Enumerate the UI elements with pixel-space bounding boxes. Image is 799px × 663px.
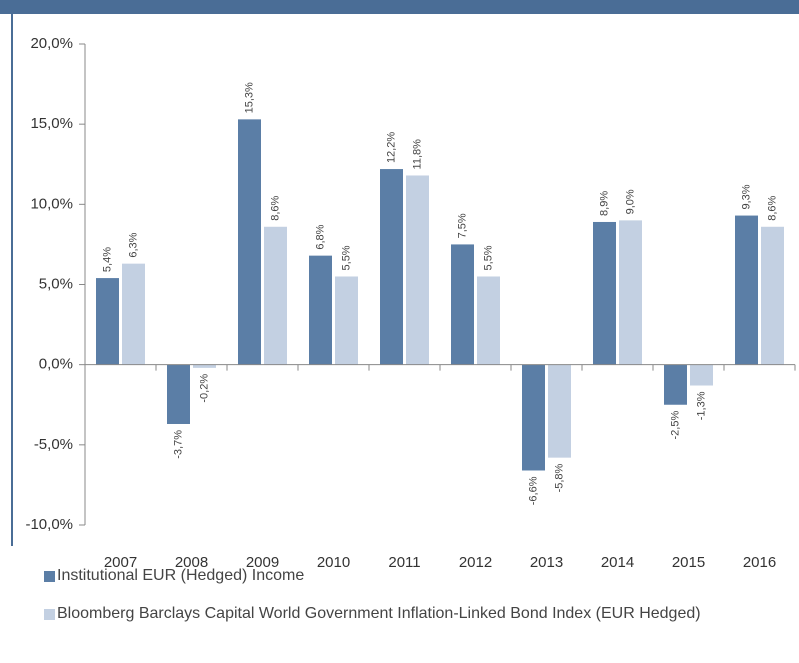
value-label: 15,3% xyxy=(243,82,255,113)
bar xyxy=(167,364,190,424)
y-tick-label: 5,0% xyxy=(39,275,73,292)
value-label: 9,3% xyxy=(740,184,752,209)
legend-item: Institutional EUR (Hedged) Income xyxy=(40,566,780,586)
bar xyxy=(238,119,261,365)
bar xyxy=(690,364,713,386)
x-tick-label: 2011 xyxy=(388,554,420,571)
value-label: 12,2% xyxy=(385,132,397,163)
value-label: 7,5% xyxy=(456,213,468,238)
x-tick-label: 2014 xyxy=(601,554,634,571)
y-tick-label: -10,0% xyxy=(25,516,73,533)
x-tick-label: 2009 xyxy=(246,554,279,571)
value-label: -5,8% xyxy=(553,463,565,492)
bar xyxy=(309,255,332,365)
bar xyxy=(193,364,216,368)
x-tick-label: 2010 xyxy=(317,554,350,571)
y-tick-label: 0,0% xyxy=(39,356,73,373)
bar xyxy=(451,244,474,365)
value-label: -0,2% xyxy=(198,374,210,403)
legend-swatch xyxy=(44,609,55,620)
bar xyxy=(96,278,119,365)
x-tick-label: 2012 xyxy=(459,554,492,571)
value-label: 5,5% xyxy=(482,245,494,270)
value-label: 5,5% xyxy=(340,245,352,270)
legend-item: Bloomberg Barclays Capital World Governm… xyxy=(40,604,780,624)
bar xyxy=(522,364,545,471)
value-label: 5,4% xyxy=(101,247,113,272)
y-tick-label: 10,0% xyxy=(30,195,73,212)
value-label: -1,3% xyxy=(695,391,707,420)
value-label: 9,0% xyxy=(624,189,636,214)
legend-label: Institutional EUR (Hedged) Income xyxy=(57,567,305,584)
bar xyxy=(761,226,784,365)
top-border xyxy=(0,0,799,14)
value-label: 8,6% xyxy=(766,195,778,220)
value-label: 6,3% xyxy=(127,232,139,257)
y-tick-label: 15,0% xyxy=(30,115,73,132)
legend: Institutional EUR (Hedged) Income Bloombe… xyxy=(40,566,780,642)
bar xyxy=(264,226,287,365)
x-tick-label: 2013 xyxy=(530,554,563,571)
legend-swatch xyxy=(44,571,55,582)
y-tick-label: 20,0% xyxy=(30,35,73,52)
value-label: 6,8% xyxy=(314,224,326,249)
bar xyxy=(735,215,758,365)
bar xyxy=(619,220,642,365)
bar xyxy=(477,276,500,365)
value-label: -2,5% xyxy=(669,411,681,440)
y-tick-label: -5,0% xyxy=(34,436,73,453)
value-label: -6,6% xyxy=(527,476,539,505)
x-tick-label: 2008 xyxy=(175,554,208,571)
bar xyxy=(380,169,403,365)
value-label: 8,9% xyxy=(598,191,610,216)
value-label: 8,6% xyxy=(269,195,281,220)
bar xyxy=(548,364,571,458)
value-label: 11,8% xyxy=(411,139,423,170)
bar xyxy=(122,263,145,365)
bar xyxy=(593,221,616,365)
left-border xyxy=(11,14,13,546)
legend-label: Bloomberg Barclays Capital World Governm… xyxy=(57,605,701,622)
x-tick-label: 2007 xyxy=(104,554,137,571)
bar xyxy=(664,364,687,405)
bar xyxy=(335,276,358,365)
x-tick-label: 2016 xyxy=(743,554,776,571)
x-tick-label: 2015 xyxy=(672,554,705,571)
bar xyxy=(406,175,429,365)
value-label: -3,7% xyxy=(172,430,184,459)
